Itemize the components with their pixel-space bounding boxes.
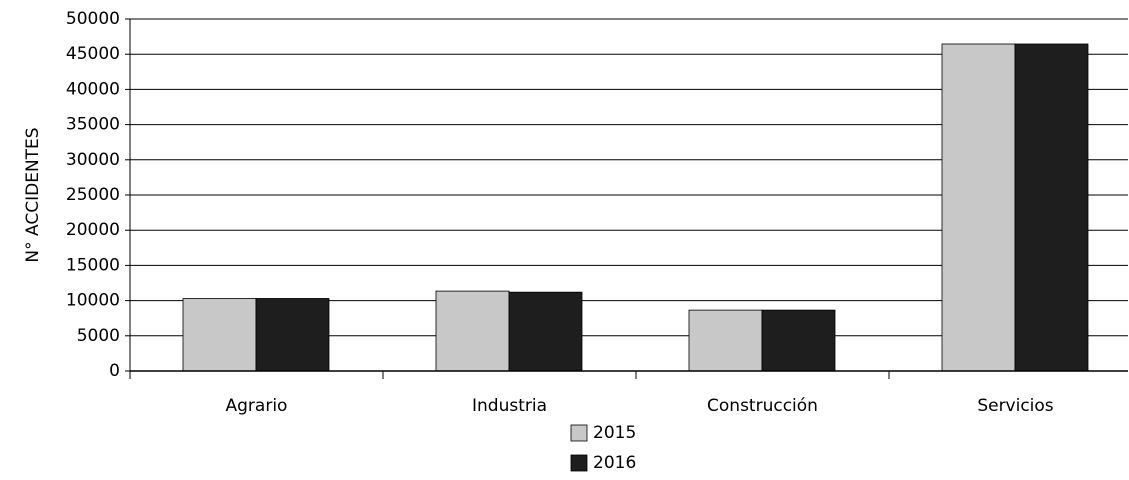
y-tick-label: 15000 — [66, 255, 120, 275]
y-tick-label: 40000 — [66, 79, 120, 99]
legend-swatch — [570, 424, 588, 442]
x-tick-label: Construcción — [707, 396, 818, 416]
y-tick-label: 20000 — [66, 220, 120, 240]
legend-label: 2015 — [593, 423, 636, 443]
bar — [435, 290, 510, 372]
y-tick-label: 0 — [109, 361, 120, 381]
bar — [255, 298, 330, 372]
bar — [761, 309, 836, 372]
bar — [688, 309, 763, 372]
y-tick-label: 5000 — [77, 326, 120, 346]
y-axis-label: N° ACCIDENTES — [23, 127, 43, 262]
legend-label: 2016 — [593, 453, 636, 473]
bar — [941, 43, 1016, 372]
y-tick-label: 45000 — [66, 44, 120, 64]
x-tick-label: Agrario — [226, 396, 288, 416]
y-tick-label: 30000 — [66, 150, 120, 170]
y-tick-label: 50000 — [66, 9, 120, 29]
bar — [508, 291, 583, 372]
x-tick-label: Industria — [472, 396, 547, 416]
bar — [182, 298, 257, 372]
x-tick-label: Servicios — [977, 396, 1053, 416]
y-tick-label: 10000 — [66, 291, 120, 311]
y-tick-label: 35000 — [66, 115, 120, 135]
legend-swatch — [570, 454, 588, 472]
y-tick-label: 25000 — [66, 185, 120, 205]
bar — [1014, 43, 1089, 372]
